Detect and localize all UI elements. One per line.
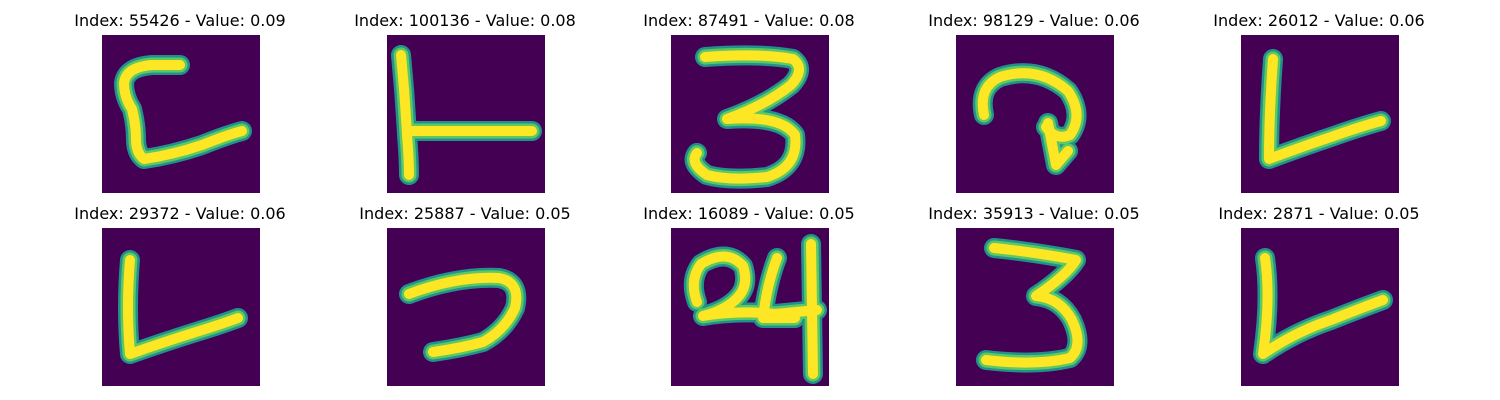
handwritten-glyph-image <box>1241 35 1399 193</box>
handwritten-glyph-image <box>102 228 260 386</box>
tile-title: Index: 35913 - Value: 0.05 <box>928 204 1140 223</box>
handwritten-glyph-image <box>387 35 545 193</box>
tile-title: Index: 29372 - Value: 0.06 <box>74 204 286 223</box>
tile-title: Index: 16089 - Value: 0.05 <box>643 204 855 223</box>
handwritten-glyph-image <box>102 35 260 193</box>
tile-title: Index: 26012 - Value: 0.06 <box>1213 11 1425 30</box>
handwritten-glyph-image <box>956 35 1114 193</box>
tile-title: Index: 2871 - Value: 0.05 <box>1218 204 1420 223</box>
tile-title: Index: 25887 - Value: 0.05 <box>359 204 571 223</box>
handwritten-glyph-image <box>671 228 829 386</box>
handwritten-glyph-image <box>387 228 545 386</box>
tile-title: Index: 98129 - Value: 0.06 <box>928 11 1140 30</box>
handwritten-glyph-image <box>956 228 1114 386</box>
tile-title: Index: 55426 - Value: 0.09 <box>74 11 286 30</box>
tile-title: Index: 87491 - Value: 0.08 <box>643 11 855 30</box>
handwritten-glyph-image <box>671 35 829 193</box>
tile-title: Index: 100136 - Value: 0.08 <box>354 11 576 30</box>
handwritten-glyph-image <box>1241 228 1399 386</box>
